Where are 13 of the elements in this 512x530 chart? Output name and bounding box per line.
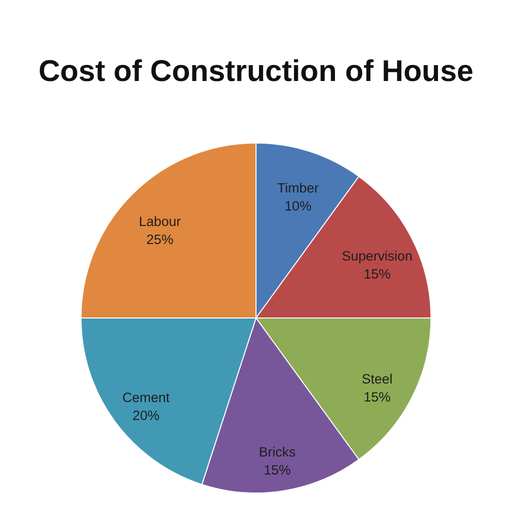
data-label: 25% [146,232,174,247]
data-label: 15% [364,390,391,405]
slice-label: Steel [362,372,393,387]
chart-title: Cost of Construction of House [38,55,474,88]
slice-label: Bricks [258,444,296,460]
slice-label: Labour [138,214,182,229]
slice-label: Cement [122,390,170,405]
slice-label: Supervision [342,248,412,264]
slice-label: Timber [277,180,320,196]
data-label: 20% [132,408,160,423]
data-label: 10% [284,198,312,214]
data-label: 15% [364,266,391,282]
data-label: 15% [264,462,291,478]
